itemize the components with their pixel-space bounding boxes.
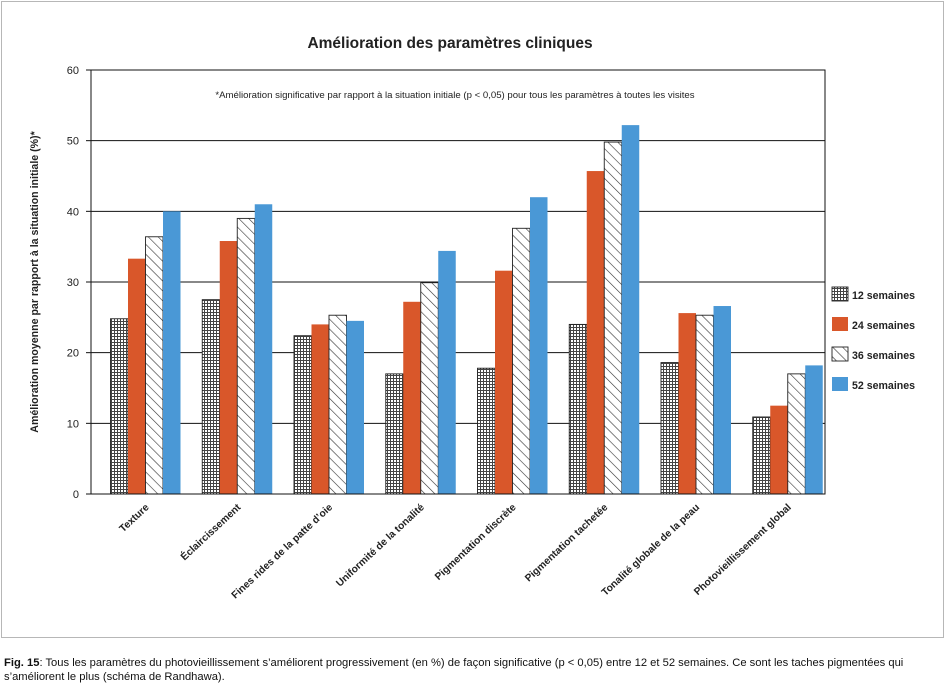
bar xyxy=(603,141,623,495)
bar xyxy=(201,299,221,495)
bar xyxy=(660,362,679,495)
bar xyxy=(110,318,129,495)
bar xyxy=(403,301,421,494)
bar xyxy=(438,250,456,494)
x-tick-label: Photovieillissement global xyxy=(692,502,794,598)
bar xyxy=(713,306,731,494)
x-tick-label: Tonalité globale de la peau xyxy=(600,502,702,598)
bar xyxy=(477,367,496,495)
bar xyxy=(219,241,238,494)
bar xyxy=(145,236,164,495)
x-tick-label: Pigmentation discrète xyxy=(433,502,519,583)
y-tick-label: 0 xyxy=(73,489,79,501)
x-tick-label: Texture xyxy=(118,502,152,535)
legend-swatch xyxy=(832,317,848,331)
bar xyxy=(254,204,273,494)
bar xyxy=(770,405,788,494)
figure-frame xyxy=(1,1,944,638)
bar xyxy=(678,313,696,494)
legend-label: 12 semaines xyxy=(852,290,915,302)
legend-swatch xyxy=(831,286,849,302)
x-tick-label: Pigmentation tachetée xyxy=(523,502,610,584)
legend-label: 36 semaines xyxy=(852,350,915,362)
legend-swatch xyxy=(831,346,849,362)
x-tick-label: Éclaircissement xyxy=(178,500,244,563)
bar xyxy=(495,270,513,494)
legend-label: 24 semaines xyxy=(852,320,915,332)
bar xyxy=(568,323,588,495)
bar xyxy=(805,365,823,494)
bar xyxy=(346,320,364,494)
legend-label: 52 semaines xyxy=(852,380,915,392)
bar xyxy=(586,171,605,494)
bar xyxy=(420,282,439,495)
legend-swatch xyxy=(832,377,848,391)
bar xyxy=(328,314,347,495)
bar-chart: Amélioration des paramètres cliniques 0 10… xyxy=(29,35,915,601)
bar xyxy=(695,314,714,495)
bar xyxy=(293,335,312,495)
figure-caption: Fig. 15: Tous les paramètres du photovie… xyxy=(4,656,944,684)
y-tick-label: 50 xyxy=(67,136,79,148)
caption-text: : Tous les paramètres du photovieillisse… xyxy=(4,657,904,683)
caption-label: Fig. 15 xyxy=(4,657,40,669)
y-tick-label: 30 xyxy=(67,277,79,289)
y-tick-label: 60 xyxy=(67,65,79,77)
plot-frame xyxy=(90,69,826,495)
bar xyxy=(236,217,256,495)
chart-annotation: *Amélioration significative par rapport … xyxy=(215,90,694,101)
y-axis-label: Amélioration moyenne par rapport à la si… xyxy=(29,130,41,432)
bar xyxy=(512,227,531,495)
bar xyxy=(385,373,404,495)
bar xyxy=(787,373,806,495)
bar xyxy=(621,125,640,495)
y-tick-label: 40 xyxy=(67,206,79,218)
bar xyxy=(752,416,771,495)
bar xyxy=(128,258,146,494)
bar xyxy=(530,197,548,494)
chart-title: Amélioration des paramètres cliniques xyxy=(307,35,592,52)
bar xyxy=(311,324,329,494)
x-tick-label: Uniformité de la tonalité xyxy=(334,502,427,589)
y-tick-label: 10 xyxy=(67,418,79,430)
x-tick-label: Fines rides de la patte d’oie xyxy=(230,502,335,601)
y-tick-label: 20 xyxy=(67,348,79,360)
bar xyxy=(163,211,181,495)
